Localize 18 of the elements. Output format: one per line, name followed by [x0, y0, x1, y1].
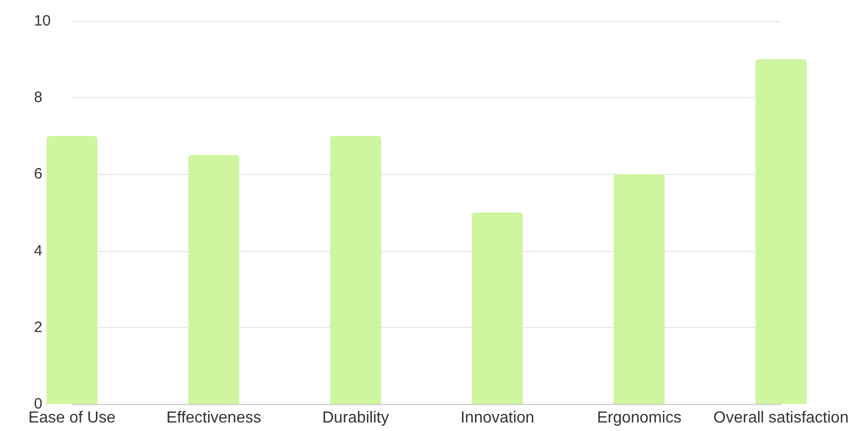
x-tick-label: Ease of Use	[28, 410, 116, 426]
bar	[756, 59, 806, 404]
x-tick-label: Innovation	[460, 410, 534, 426]
bar	[330, 136, 382, 404]
bar	[188, 155, 240, 404]
y-tick-label: 10	[34, 12, 51, 30]
y-tick-label: 6	[34, 166, 42, 183]
y-tick-label: 2	[34, 318, 42, 336]
y-tick-label: 8	[34, 89, 42, 106]
x-tick-label: Overall satisfaction	[713, 410, 849, 426]
bar	[46, 136, 98, 404]
x-tick-label: Ergonomics	[596, 410, 682, 426]
bar	[472, 212, 523, 404]
x-tick-label: Effectiveness	[166, 410, 262, 426]
x-tick-label: Durability	[322, 410, 389, 426]
bar	[614, 174, 665, 404]
y-tick-label: 4	[34, 242, 42, 260]
y-tick-label: 0	[34, 396, 42, 412]
